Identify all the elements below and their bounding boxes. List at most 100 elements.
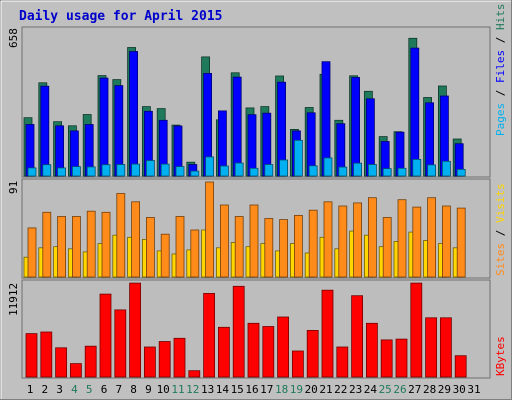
middle-sites-bar-day-24 — [367, 197, 377, 278]
bottom-kbytes-bar-day-8 — [129, 282, 142, 378]
x-tick-label-day-16: 16 — [245, 383, 258, 396]
top-pages-bar-day-30 — [456, 168, 466, 177]
middle-sites-bar-day-20 — [308, 209, 318, 278]
top-pages-bar-day-17 — [264, 164, 274, 177]
x-tick-label-day-17: 17 — [260, 383, 273, 396]
middle-ymax-label: 91 — [7, 181, 20, 194]
top-pages-bar-day-6 — [101, 164, 111, 177]
middle-sites-bar-day-18 — [279, 219, 289, 278]
x-tick-label-day-23: 23 — [349, 383, 362, 396]
bottom-kbytes-bar-day-19 — [291, 350, 304, 378]
x-tick-label-day-6: 6 — [101, 383, 108, 396]
middle-sites-bar-day-17 — [264, 218, 274, 278]
middle-sites-bar-day-12 — [190, 229, 200, 278]
bottom-kbytes-bar-day-22 — [336, 346, 349, 378]
middle-sites-bar-day-1 — [27, 227, 37, 278]
legend-hits: Hits — [494, 4, 507, 31]
x-tick-label-day-20: 20 — [305, 383, 318, 396]
bottom-kbytes-bar-day-23 — [351, 295, 364, 378]
x-tick-label-day-24: 24 — [364, 383, 378, 396]
chart-title: Daily usage for April 2015 — [19, 9, 223, 24]
top-pages-bar-day-8 — [131, 163, 141, 177]
top-pages-bar-day-11 — [175, 166, 185, 177]
bottom-kbytes-bar-day-11 — [173, 337, 186, 378]
middle-sites-bar-day-22 — [338, 205, 348, 278]
bottom-kbytes-bar-day-3 — [55, 347, 67, 378]
bottom-kbytes-bar-day-29 — [439, 317, 452, 378]
top-files-bar-day-8 — [129, 51, 139, 177]
top-pages-bar-day-4 — [72, 166, 81, 177]
top-pages-bar-day-19 — [293, 139, 303, 177]
legend-sep-2: / — [494, 30, 507, 50]
bottom-kbytes-bar-day-7 — [114, 309, 127, 378]
bottom-kbytes-bar-day-9 — [143, 346, 156, 378]
bottom-kbytes-bar-day-21 — [321, 289, 334, 378]
x-tick-label-day-15: 15 — [231, 383, 244, 396]
x-tick-label-day-13: 13 — [201, 383, 214, 396]
middle-sites-bar-day-6 — [101, 211, 111, 278]
x-tick-label-day-4: 4 — [71, 383, 78, 396]
bottom-kbytes-bar-day-18 — [277, 316, 290, 378]
bottom-kbytes-bar-day-13 — [203, 292, 216, 378]
x-tick-label-day-9: 9 — [145, 383, 152, 396]
top-pages-bar-day-2 — [42, 164, 52, 177]
top-pages-bar-day-18 — [279, 159, 289, 177]
top-pages-bar-day-29 — [441, 160, 451, 177]
top-pages-bar-day-23 — [353, 162, 363, 177]
middle-sites-bar-day-26 — [397, 199, 407, 278]
legend-sep-1: / — [494, 83, 507, 103]
middle-sites-bar-day-16 — [249, 204, 259, 278]
bottom-kbytes-bar-day-10 — [158, 341, 171, 378]
bottom-kbytes-bar-day-25 — [380, 339, 393, 378]
middle-sites-bar-day-2 — [42, 211, 52, 278]
middle-sites-bar-day-19 — [293, 214, 303, 278]
top-pages-bar-day-14 — [219, 165, 229, 177]
x-tick-label-day-31: 31 — [467, 383, 480, 396]
bottom-kbytes-bar-day-6 — [99, 293, 112, 378]
x-tick-label-day-25: 25 — [379, 383, 392, 396]
legend-files: Files — [494, 50, 507, 83]
middle-sites-bar-day-10 — [160, 233, 170, 278]
top-pages-bar-day-13 — [205, 156, 215, 177]
top-pages-bar-day-5 — [86, 166, 96, 177]
bottom-kbytes-bar-day-17 — [262, 326, 275, 378]
middle-sites-bar-day-4 — [72, 216, 81, 278]
legend-visits: Visits — [494, 183, 507, 223]
x-tick-label-day-29: 29 — [438, 383, 451, 396]
middle-sites-bar-day-28 — [427, 197, 437, 278]
x-tick-label-day-11: 11 — [171, 383, 184, 396]
bottom-ymax-label: 11912 — [7, 283, 20, 316]
legend-bottom: KBytes — [494, 336, 507, 376]
x-tick-label-day-7: 7 — [115, 383, 122, 396]
x-tick-label-day-14: 14 — [216, 383, 230, 396]
x-tick-label-day-5: 5 — [86, 383, 93, 396]
middle-sites-bar-day-15 — [234, 216, 244, 278]
middle-sites-bar-day-13 — [205, 181, 215, 278]
bottom-kbytes-bar-day-4 — [70, 363, 82, 378]
top-files-bar-day-27 — [410, 47, 420, 177]
middle-sites-bar-day-11 — [175, 216, 185, 278]
bottom-kbytes-bar-day-27 — [410, 282, 423, 378]
bottom-kbytes-bar-day-14 — [217, 326, 230, 378]
top-files-bar-day-6 — [99, 77, 109, 177]
x-tick-label-day-21: 21 — [319, 383, 332, 396]
bottom-kbytes-bar-day-5 — [84, 345, 97, 378]
x-tick-label-day-12: 12 — [186, 383, 199, 396]
top-files-bar-day-15 — [232, 76, 242, 177]
top-pages-bar-day-26 — [397, 167, 407, 177]
legend-middle: Sites / Visits — [494, 183, 507, 276]
top-files-bar-day-7 — [114, 85, 124, 177]
middle-sites-bar-day-7 — [116, 193, 126, 278]
bars-layer — [23, 37, 467, 378]
top-pages-bar-day-27 — [412, 158, 422, 177]
bottom-kbytes-bar-day-15 — [232, 285, 245, 378]
legend-sites: Sites — [494, 243, 507, 276]
x-tick-label-day-18: 18 — [275, 383, 288, 396]
x-tick-label-day-19: 19 — [290, 383, 303, 396]
x-tick-label-day-27: 27 — [408, 383, 421, 396]
legend-pages: Pages — [494, 103, 507, 136]
top-pages-bar-day-24 — [367, 164, 377, 177]
x-tick-label-day-22: 22 — [334, 383, 347, 396]
top-pages-bar-day-28 — [427, 164, 437, 177]
